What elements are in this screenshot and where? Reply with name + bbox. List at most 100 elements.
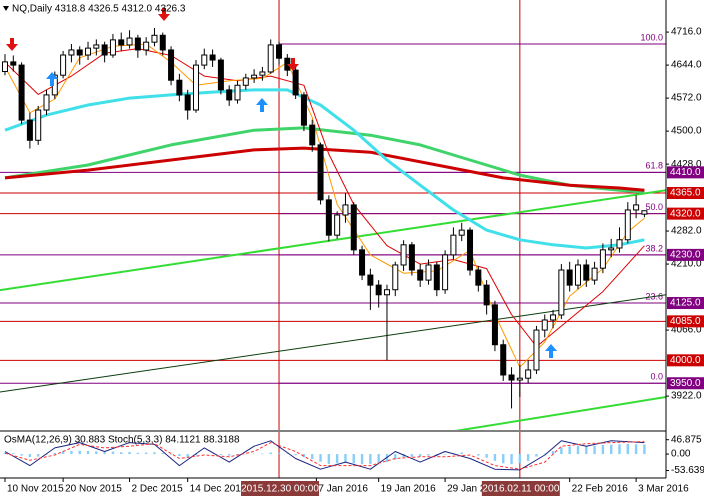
candle-body xyxy=(383,289,390,296)
level-box xyxy=(667,166,704,179)
menu-icon[interactable] xyxy=(3,6,9,11)
highlight-label: 2015.12.30 00:00 xyxy=(241,484,319,495)
level-label: 4230.0 xyxy=(670,250,701,261)
trend-line xyxy=(455,396,666,430)
level-box xyxy=(667,207,704,220)
x-tick-label: 29 Jan 2016 xyxy=(447,484,502,495)
candle-body xyxy=(541,319,548,331)
osma-bar xyxy=(335,454,339,464)
highlight-label: 2016.02.11 00:00 xyxy=(482,484,560,495)
level-label: 4085.0 xyxy=(670,316,701,327)
osma-bar xyxy=(219,454,223,455)
candle-body xyxy=(259,71,266,76)
fib-label: 0.0 xyxy=(650,372,663,382)
candle-body xyxy=(267,44,274,73)
candle-body xyxy=(475,269,482,286)
osma-bar xyxy=(443,454,447,455)
candle-body xyxy=(491,304,498,346)
candle-body xyxy=(350,204,357,251)
candle-body xyxy=(550,314,557,321)
osma-bar xyxy=(111,451,115,455)
highlight-box xyxy=(241,481,320,496)
fib-label: 100.0 xyxy=(640,32,663,42)
y-tick-label: 4572.0 xyxy=(671,93,702,104)
y-tick-label: 4066.0 xyxy=(671,325,702,336)
price-pane: 100.061.850.038.223.60.0 xyxy=(0,0,666,430)
osma-bar xyxy=(377,454,380,464)
candle-body xyxy=(417,269,424,281)
candle-body xyxy=(176,79,183,96)
candle-body xyxy=(43,94,50,111)
candle-body xyxy=(359,249,366,276)
fib-label: 38.2 xyxy=(645,243,663,253)
osma-bar xyxy=(86,451,90,455)
candle-body xyxy=(375,284,382,296)
level-label: 4410.0 xyxy=(670,167,701,178)
stoch-main xyxy=(4,440,645,471)
x-tick-label: 7 Jan 2016 xyxy=(318,484,368,495)
level-box xyxy=(667,354,704,367)
osma-bar xyxy=(585,446,588,455)
candle-body xyxy=(508,374,515,381)
osma-bar xyxy=(543,453,546,455)
osma-bar xyxy=(568,446,571,455)
candle-body xyxy=(558,269,565,316)
candle-body xyxy=(442,254,449,291)
osma-bar xyxy=(643,444,646,455)
osma-bar xyxy=(95,451,98,455)
candle-body xyxy=(400,244,407,266)
candle-body xyxy=(118,39,125,46)
y-tick-label: 4282.0 xyxy=(671,226,702,237)
indicator-tick-label: 46.875 xyxy=(671,434,702,445)
osma-bar xyxy=(618,444,621,455)
candle-body xyxy=(126,37,133,46)
y-tick-label: 4716.0 xyxy=(671,27,702,38)
candle-body xyxy=(168,49,175,81)
x-tick-label: 10 Nov 2015 xyxy=(7,484,64,495)
candle-body xyxy=(408,244,415,271)
level-label: 4320.0 xyxy=(670,208,701,219)
x-tick-label: 2 Dec 2015 xyxy=(132,484,184,495)
osma-bar xyxy=(277,452,281,455)
candle-body xyxy=(101,44,108,56)
candle-body xyxy=(151,34,158,43)
osma-bar xyxy=(360,454,364,465)
osma-bar xyxy=(311,454,314,459)
candle-body xyxy=(1,61,8,73)
y-tick-label: 3922.0 xyxy=(671,391,702,402)
osma-bar xyxy=(510,454,513,465)
osma-bar xyxy=(394,454,397,460)
indicator-tick-label: -53.639 xyxy=(671,465,704,476)
moving-average xyxy=(4,48,645,348)
osma-bar xyxy=(20,454,23,456)
osma-bar xyxy=(485,454,488,458)
overlay: NQ,Daily 4318.8 4326.5 4312.0 4326.3 OsM… xyxy=(3,4,557,446)
candle-body xyxy=(276,44,283,59)
osma-bar xyxy=(136,452,140,455)
candle-body xyxy=(217,59,224,91)
candle-body xyxy=(566,269,573,286)
osma-bar xyxy=(53,452,57,455)
candle-body xyxy=(425,264,432,281)
osma-bar xyxy=(153,452,156,455)
osma-bar xyxy=(526,454,530,461)
osma-bar xyxy=(319,454,322,462)
y-tick-label: 4500.0 xyxy=(671,126,702,137)
osma-bar xyxy=(144,452,148,455)
candle-body xyxy=(525,369,532,379)
osma-bar xyxy=(626,443,630,455)
osma-bar xyxy=(36,454,40,457)
osma-bar xyxy=(460,452,463,455)
osma-bar xyxy=(186,454,189,457)
candle-body xyxy=(85,47,92,56)
osma-bar xyxy=(518,454,522,464)
osma-bar xyxy=(609,444,613,455)
candle-body xyxy=(450,234,457,256)
osma-bar xyxy=(120,452,123,455)
level-box xyxy=(667,297,704,310)
osma-bar xyxy=(410,454,414,457)
osma-bar xyxy=(560,447,563,455)
osma-bar xyxy=(402,454,405,458)
osma-bar xyxy=(194,454,198,456)
osma-bar xyxy=(294,454,297,456)
